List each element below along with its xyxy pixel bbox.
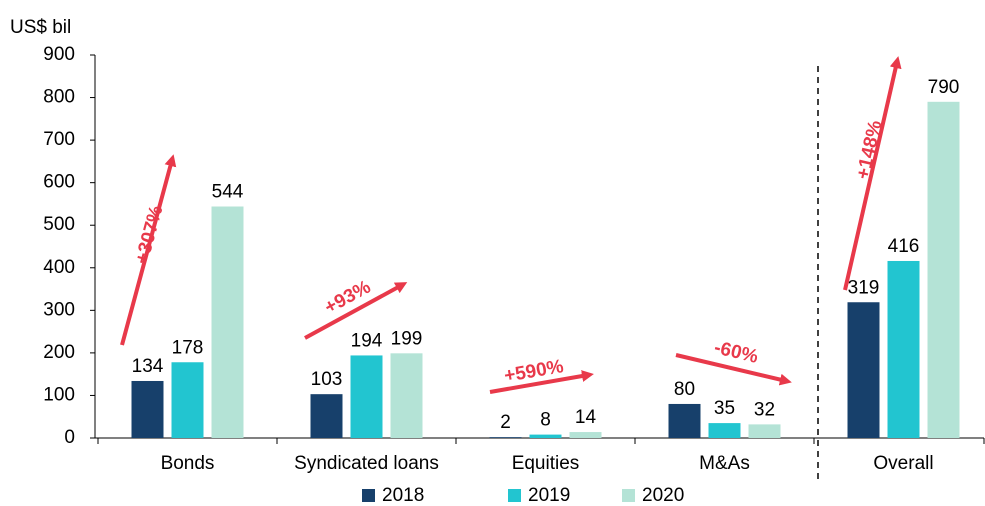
legend-label: 2018 — [382, 485, 424, 506]
x-tick-label: Syndicated loans — [294, 453, 439, 474]
data-label: 80 — [674, 379, 695, 400]
bar — [668, 403, 701, 438]
y-tick-label: 300 — [43, 299, 75, 320]
y-tick-label: 600 — [43, 172, 75, 193]
bar — [569, 432, 602, 438]
data-label: 8 — [540, 410, 551, 431]
x-tick-label: M&As — [699, 453, 750, 474]
bar — [390, 353, 423, 438]
data-label: 35 — [714, 398, 735, 419]
bar — [350, 355, 383, 438]
y-tick-label: 500 — [43, 214, 75, 235]
data-label: 14 — [575, 407, 597, 428]
y-tick-label: 0 — [64, 427, 75, 448]
data-label: 2 — [500, 412, 511, 433]
data-label: 199 — [391, 328, 423, 349]
data-label: 134 — [132, 356, 164, 377]
bar — [529, 434, 562, 438]
bar — [927, 101, 960, 439]
data-label: 416 — [888, 236, 920, 257]
legend-swatch — [362, 489, 375, 502]
bar — [310, 394, 343, 438]
data-label: 103 — [311, 369, 343, 390]
bar — [211, 206, 244, 438]
y-axis-label: US$ bil — [10, 17, 71, 38]
annotation-arrow — [120, 154, 177, 346]
x-tick-label: Equities — [512, 453, 580, 474]
bar — [171, 362, 204, 438]
bar — [489, 437, 522, 438]
data-label: 319 — [848, 277, 880, 298]
x-tick-label: Bonds — [161, 453, 215, 474]
data-label: 194 — [351, 330, 383, 351]
y-tick-label: 700 — [43, 129, 75, 150]
data-label: 32 — [754, 399, 775, 420]
bar — [748, 424, 781, 438]
data-label: 178 — [172, 337, 204, 358]
bar — [708, 423, 741, 438]
y-tick-label: 100 — [43, 384, 75, 405]
bar — [131, 380, 164, 438]
annotation-arrow — [843, 56, 902, 291]
y-tick-label: 900 — [43, 44, 75, 65]
annotation-arrow — [304, 282, 408, 340]
bar — [847, 302, 880, 438]
annotation: +307% — [132, 203, 168, 266]
y-tick-label: 800 — [43, 87, 75, 108]
annotation: +148% — [853, 118, 887, 181]
data-label: 544 — [212, 182, 244, 203]
legend-swatch — [622, 489, 635, 502]
bar — [887, 260, 920, 438]
legend-label: 2020 — [642, 485, 684, 506]
y-tick-label: 400 — [43, 257, 75, 278]
legend-label: 2019 — [528, 485, 570, 506]
annotation-arrow — [675, 353, 792, 386]
y-tick-label: 200 — [43, 342, 75, 363]
annotation: +93% — [321, 277, 374, 319]
annotation-arrow — [489, 370, 594, 394]
x-tick-label: Overall — [873, 453, 933, 474]
data-label: 790 — [928, 77, 960, 98]
legend-swatch — [508, 489, 521, 502]
